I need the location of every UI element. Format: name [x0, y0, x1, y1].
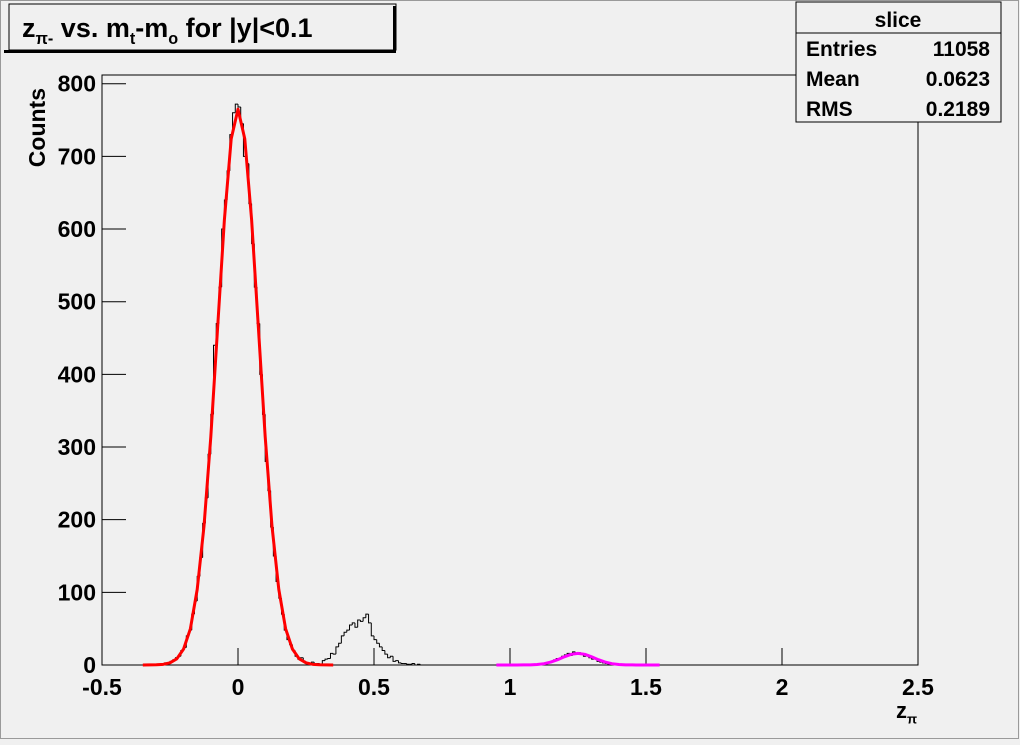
subscript: o: [168, 30, 178, 48]
text-part: vs. m: [53, 13, 130, 43]
y-tick-label: 500: [58, 289, 96, 315]
x-tick-label: 0: [232, 674, 245, 700]
y-tick-label: 300: [58, 434, 96, 460]
y-tick-label: 800: [58, 71, 96, 97]
y-tick-label: 400: [58, 361, 96, 387]
subscript: t: [130, 30, 136, 48]
histogram-bin: [381, 646, 385, 651]
histogram-bin: [419, 664, 423, 666]
histogram-bin: [359, 619, 364, 622]
histogram-bin: [411, 663, 415, 665]
fit-curve: [496, 651, 660, 667]
histogram-bin: [349, 624, 353, 631]
histogram-bin: [368, 614, 372, 624]
x-tick-label: 0.5: [358, 674, 390, 700]
histogram-bin: [346, 629, 350, 633]
text-part: -m: [135, 13, 168, 43]
stats-label: Mean: [806, 68, 860, 91]
histogram-bin: [354, 622, 358, 628]
histogram-bin: [329, 652, 334, 659]
histogram-bin: [338, 642, 342, 647]
stats-value: 0.0623: [926, 68, 990, 91]
x-tick-label: 2: [776, 674, 789, 700]
plot-frame: [101, 74, 919, 666]
text-part: z: [896, 698, 907, 723]
stats-label: RMS: [806, 98, 853, 121]
y-axis-label: Counts: [24, 88, 50, 167]
histogram-bin: [351, 622, 355, 626]
stats-box: [795, 1, 1002, 123]
histogram-bin: [400, 662, 404, 665]
histogram-bin: [376, 639, 380, 644]
histogram-bin: [332, 653, 336, 655]
histogram-bin: [384, 650, 388, 655]
histogram-bin: [392, 656, 396, 662]
y-tick-label: 700: [58, 143, 96, 169]
subscript: π: [907, 712, 917, 727]
histogram-bin: [365, 613, 369, 618]
histogram-bin: [321, 660, 326, 665]
histogram-bin: [414, 663, 418, 666]
histogram-bin: [370, 622, 374, 637]
chart-title: zπ- vs. mt-mo for |y|<0.1: [22, 13, 313, 48]
stats-value: 0.2189: [926, 98, 990, 121]
title-shadow: [4, 50, 396, 53]
x-tick-label: 2.5: [902, 674, 934, 700]
histogram-bin: [327, 657, 331, 660]
text-part: z: [22, 13, 36, 43]
y-tick-label: 0: [83, 652, 96, 678]
histogram-bin: [234, 103, 238, 113]
stats-label: Entries: [806, 38, 877, 61]
histogram-bin: [362, 617, 366, 622]
fit-curve: [142, 107, 334, 667]
histogram-bin: [397, 660, 402, 664]
histogram-bin: [389, 655, 394, 658]
subscript: π-: [36, 30, 54, 48]
histogram-bin: [357, 619, 361, 628]
histogram-bin: [343, 631, 347, 636]
stats-value: 11058: [933, 38, 991, 61]
histogram-bin: [237, 104, 241, 108]
histogram-bin: [387, 654, 391, 659]
histogram-bin: [373, 635, 377, 641]
histogram-bin: [417, 663, 421, 665]
x-tick-label: -0.5: [82, 674, 122, 700]
histogram-bin: [335, 646, 339, 655]
y-tick-label: 100: [58, 579, 96, 605]
title-shadow: [393, 6, 396, 53]
histogram-bin: [324, 658, 328, 661]
x-axis-label: zπ: [896, 698, 917, 727]
x-tick-label: 1.5: [630, 674, 662, 700]
y-tick-label: 600: [58, 216, 96, 242]
histogram-bin: [378, 643, 383, 648]
x-tick-label: 1: [504, 674, 517, 700]
stats-title: slice: [875, 9, 922, 32]
title-box: [8, 3, 397, 51]
text-part: for |y|<0.1: [178, 13, 312, 43]
y-tick-label: 200: [58, 507, 96, 533]
histogram-bin: [340, 635, 345, 644]
histogram-bin: [406, 663, 410, 665]
histogram-bin: [395, 660, 399, 662]
